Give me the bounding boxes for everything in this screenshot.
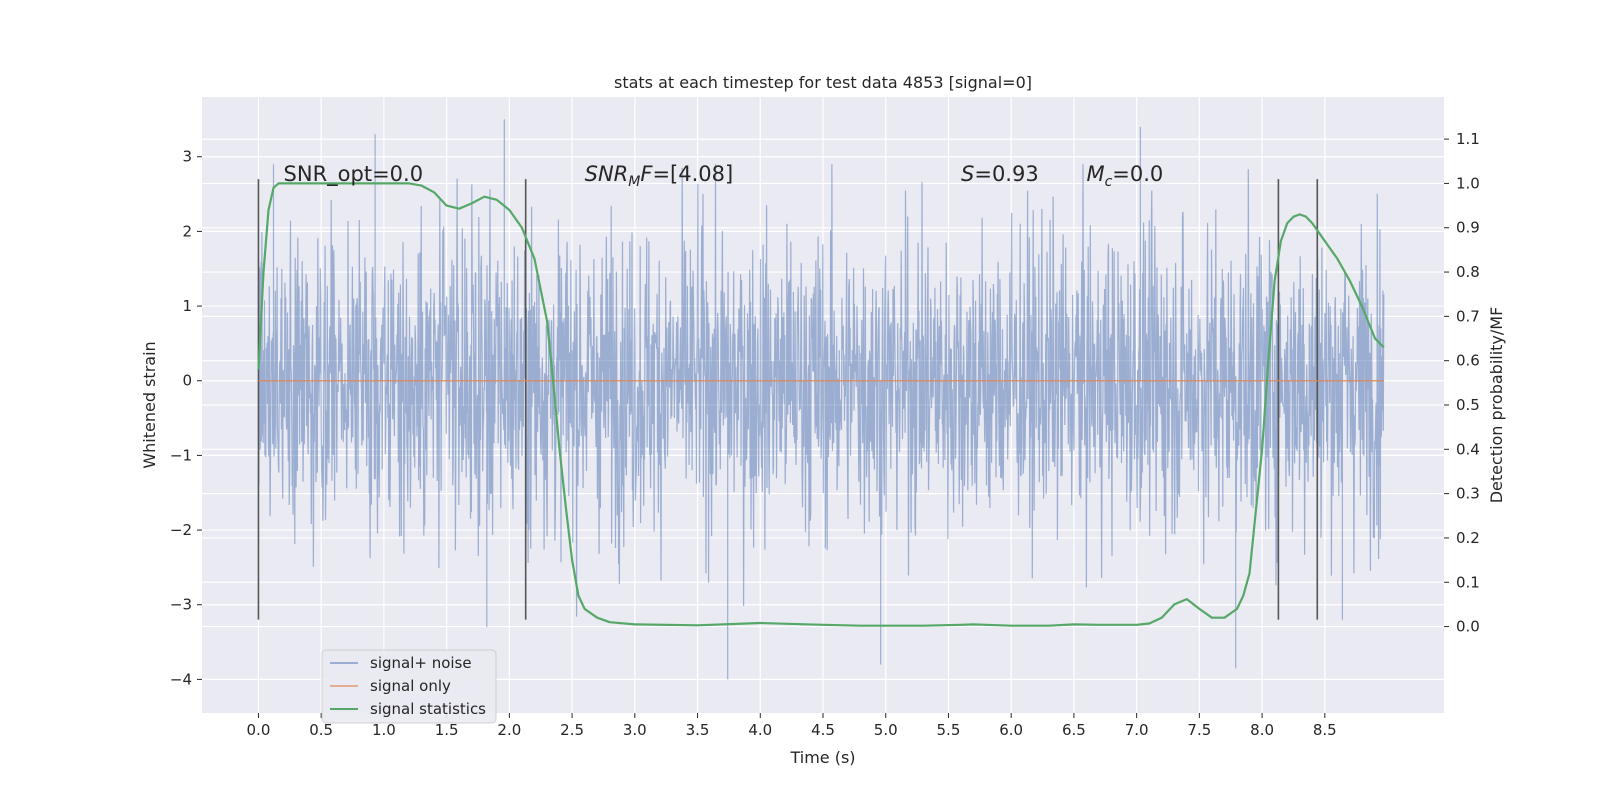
y2-tick-label-1: 0.1 [1456, 573, 1480, 591]
x-tick-label-13: 6.5 [1062, 721, 1086, 739]
y2-tick-label-8: 0.8 [1456, 263, 1480, 281]
x-tick-label-11: 5.5 [937, 721, 961, 739]
y2-tick-label-7: 0.7 [1456, 307, 1480, 325]
x-tick-label-2: 1.0 [372, 721, 396, 739]
x-tick-label-12: 6.0 [999, 721, 1023, 739]
x-tick-label-8: 4.0 [748, 721, 772, 739]
x-tick-label-4: 2.0 [497, 721, 521, 739]
y-tick-label-3: −1 [170, 446, 192, 464]
annotations: SNR_opt=0.0 SNRMF=[4.08] S=0.93 Mc=0.0 [284, 162, 1164, 190]
y2-tick-label-6: 0.6 [1456, 352, 1480, 370]
y-tick-label-4: 0 [182, 372, 192, 390]
y-tick-label-7: 3 [182, 148, 192, 166]
tick-labels: 0.0 0.5 1.0 1.5 2.0 2.5 3.0 3.5 4.0 4.5 5.0 5.5 6.0 6… [170, 130, 1480, 739]
y-axis-label: Whitened strain [140, 341, 159, 468]
y2-tick-label-4: 0.4 [1456, 440, 1480, 458]
y-tick-label-0: −4 [170, 670, 192, 688]
y-tick-label-6: 2 [182, 222, 192, 240]
legend-label-signal-only: signal only [370, 677, 451, 695]
x-tick-label-7: 3.5 [686, 721, 710, 739]
y-tick-label-5: 1 [182, 297, 192, 315]
annotation-3: Mc=0.0 [1086, 162, 1163, 190]
x-axis-label: Time (s) [789, 748, 855, 767]
y2-tick-label-11: 1.1 [1456, 130, 1480, 148]
legend: signal+ noise signal only signal statist… [321, 649, 497, 724]
y2-axis-label: Detection probability/MF [1487, 307, 1506, 504]
legend-label-signal-statistics: signal statistics [370, 700, 486, 718]
signal-noise-trace [257, 119, 1385, 680]
y-tick-label-2: −2 [170, 521, 192, 539]
annotation-2: S=0.93 [961, 162, 1039, 186]
series-lines [257, 182, 1385, 627]
chart-title: stats at each timestep for test data 485… [614, 73, 1032, 92]
y2-tick-label-2: 0.2 [1456, 529, 1480, 547]
y2-tick-label-3: 0.3 [1456, 485, 1480, 503]
legend-label-signal-noise: signal+ noise [370, 654, 472, 672]
x-tick-label-6: 3.0 [623, 721, 647, 739]
signal-statistics-line [257, 182, 1385, 627]
x-tick-label-5: 2.5 [560, 721, 584, 739]
annotation-0: SNR_opt=0.0 [284, 162, 424, 187]
series-signal-noise [257, 119, 1385, 680]
x-tick-label-9: 4.5 [811, 721, 835, 739]
x-tick-label-0: 0.0 [247, 721, 271, 739]
annotation-1: SNRMF=[4.08] [585, 162, 734, 190]
y-tick-label-1: −3 [170, 596, 192, 614]
legend-box [321, 649, 497, 724]
x-tick-label-15: 7.5 [1187, 721, 1211, 739]
y2-tick-label-0: 0.0 [1456, 618, 1480, 636]
x-tick-label-17: 8.5 [1313, 721, 1337, 739]
x-tick-label-14: 7.0 [1125, 721, 1149, 739]
x-tick-label-10: 5.0 [874, 721, 898, 739]
y2-tick-label-10: 1.0 [1456, 174, 1480, 192]
x-tick-label-3: 1.5 [435, 721, 459, 739]
y2-tick-label-5: 0.5 [1456, 396, 1480, 414]
x-tick-label-16: 8.0 [1250, 721, 1274, 739]
y2-tick-label-9: 0.9 [1456, 219, 1480, 237]
x-tick-label-1: 0.5 [309, 721, 333, 739]
